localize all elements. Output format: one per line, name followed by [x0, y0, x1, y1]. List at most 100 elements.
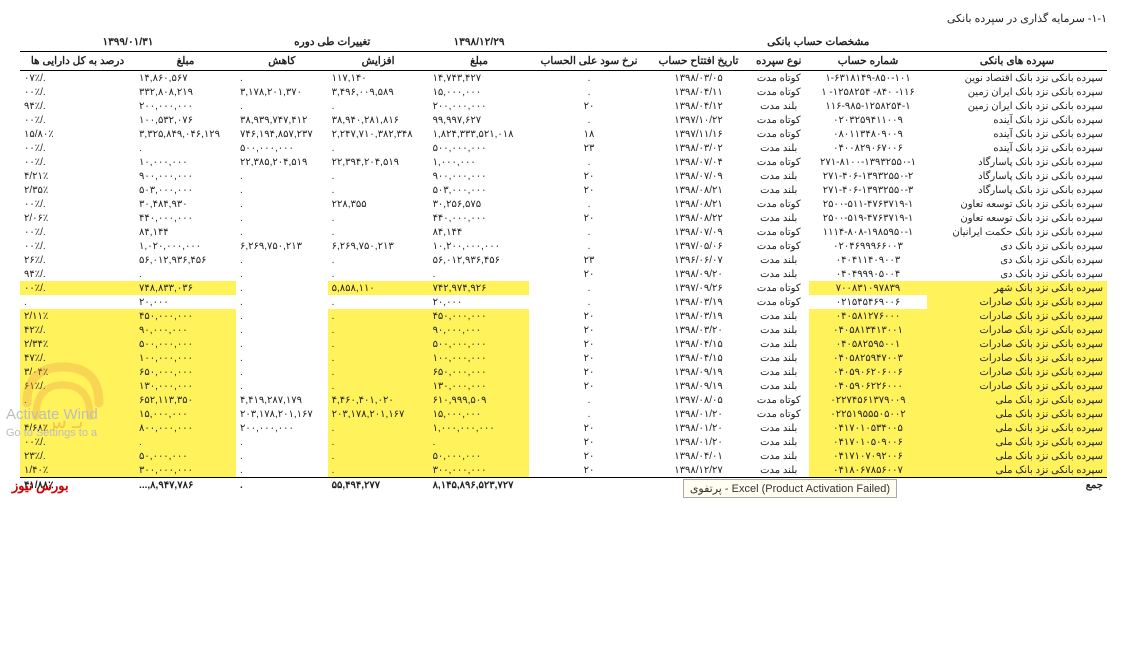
cell-increase: . [328, 463, 429, 478]
cell-open_date: ۱۳۹۸/۰۱/۲۰ [649, 407, 749, 421]
cell-amount2: ۳,۳۲۵,۸۴۹,۰۴۶,۱۲۹ [135, 127, 236, 141]
cell-increase: ۲۰۳,۱۷۸,۲۰۱,۱۶۷ [328, 407, 429, 421]
cell-pct: . [20, 393, 135, 407]
cell-increase: ۴,۴۶۰,۴۰۱,۰۲۰ [328, 393, 429, 407]
cell-pct: . [20, 407, 135, 421]
cell-account: ۰۴۱۸۰۶۷۸۵۶۰۰۷ [809, 463, 927, 478]
cell-amount1: ۱۰۰,۰۰۰,۰۰۰ [429, 351, 530, 365]
table-row: سپرده بانکی نزد بانک ملی۰۲۲۵۱۹۵۵۵۰۵۰۰۲کو… [20, 407, 1107, 421]
cell-open_date: ۱۳۹۸/۰۳/۰۵ [649, 71, 749, 86]
cell-amount2: ۲۰,۰۰۰ [135, 295, 236, 309]
cell-rate: ۲۰ [529, 99, 648, 113]
cell-type: بلند مدت [748, 183, 809, 197]
cell-pct: ./۹۴٪ [20, 99, 135, 113]
cell-increase: . [328, 323, 429, 337]
cell-rate: ۲۰ [529, 337, 648, 351]
cell-bank: سپرده بانکی نزد بانک دی [927, 253, 1107, 267]
table-row: سپرده بانکی نزد بانک آینده۰۲۰۳۲۵۹۴۱۱۰۰۹ک… [20, 113, 1107, 127]
cell-rate: ۲۰ [529, 379, 648, 393]
cell-amount1: ۷۴۲,۹۷۴,۹۲۶ [429, 281, 530, 295]
cell-type: کوتاه مدت [748, 393, 809, 407]
cell-rate: ۲۰ [529, 309, 648, 323]
cell-rate: ۲۰ [529, 169, 648, 183]
cell-account: ۰۴۰۵۸۱۳۴۱۳۰۰۱ [809, 323, 927, 337]
cell-bank: سپرده بانکی نزد بانک ملی [927, 463, 1107, 478]
table-row: سپرده بانکی نزد بانک صادرات۰۴۰۵۸۱۲۷۶۰۰۰ب… [20, 309, 1107, 323]
cell-rate: ۲۰ [529, 421, 648, 435]
cell-amount1: ۹۰,۰۰۰,۰۰۰ [429, 323, 530, 337]
cell-amount2: ۶۵۲,۱۱۳,۳۵۰ [135, 393, 236, 407]
cell-amount1: ۴۴۰,۰۰۰,۰۰۰ [429, 211, 530, 225]
cell-amount2: ۸۴,۱۴۴ [135, 225, 236, 239]
cell-type: بلند مدت [748, 435, 809, 449]
cell-type: کوتاه مدت [748, 71, 809, 86]
cell-bank: سپرده بانکی نزد بانک پاسارگاد [927, 169, 1107, 183]
cell-pct: ۳/۰۴٪ [20, 365, 135, 379]
cell-pct: ./۲۳٪ [20, 449, 135, 463]
cell-pct: ۴/۶۸٪ [20, 421, 135, 435]
cell-open_date: ۱۳۹۸/۰۴/۱۵ [649, 337, 749, 351]
cell-bank: سپرده بانکی نزد بانک صادرات [927, 351, 1107, 365]
cell-amount2: ۳۰,۴۸۴,۹۳۰ [135, 197, 236, 211]
cell-type: بلند مدت [748, 309, 809, 323]
cell-type: کوتاه مدت [748, 85, 809, 99]
cell-type: بلند مدت [748, 99, 809, 113]
cell-amount2: ۹۰,۰۰۰,۰۰۰ [135, 323, 236, 337]
table-row: سپرده بانکی نزد بانک ملی۰۴۱۷۰۱۰۵۰۹۰۰۶بلن… [20, 435, 1107, 449]
cell-increase: . [328, 337, 429, 351]
cell-decrease: . [236, 71, 328, 86]
cell-increase: . [328, 365, 429, 379]
cell-pct: ./۰۰٪ [20, 155, 135, 169]
cell-type: بلند مدت [748, 421, 809, 435]
cell-rate: ۲۰ [529, 435, 648, 449]
cell-amount1: ۱۴,۷۴۳,۴۲۷ [429, 71, 530, 86]
cell-decrease: ۷۴۶,۱۹۴,۸۵۷,۲۳۷ [236, 127, 328, 141]
table-row: سپرده بانکی نزد بانک آینده۰۴۰۰۸۲۹۰۶۷۰۰۶ب… [20, 141, 1107, 155]
cell-bank: سپرده بانکی نزد بانک صادرات [927, 379, 1107, 393]
cell-increase: . [328, 253, 429, 267]
cell-increase: . [328, 295, 429, 309]
cell-decrease: . [236, 99, 328, 113]
cell-open_date: ۱۳۹۷/۰۵/۰۶ [649, 239, 749, 253]
cell-amount2: ۴۴۰,۰۰۰,۰۰۰ [135, 211, 236, 225]
cell-type: بلند مدت [748, 211, 809, 225]
cell-type: بلند مدت [748, 253, 809, 267]
cell-bank: سپرده بانکی نزد بانک ملی [927, 449, 1107, 463]
cell-amount2: ۳۳۲,۸۰۸,۲۱۹ [135, 85, 236, 99]
cell-rate: . [529, 393, 648, 407]
th-bank: سپرده های بانکی [927, 52, 1107, 71]
cell-bank: سپرده بانکی نزد بانک آینده [927, 113, 1107, 127]
cell-account: ۰۲۰۴۶۹۹۹۶۶۰۰۳ [809, 239, 927, 253]
th-account: شماره حساب [809, 52, 927, 71]
cell-type: بلند مدت [748, 351, 809, 365]
cell-amount2: ۶۵۰,۰۰۰,۰۰۰ [135, 365, 236, 379]
cell-open_date: ۱۳۹۸/۰۳/۱۹ [649, 309, 749, 323]
cell-decrease: . [236, 295, 328, 309]
cell-open_date: ۱۳۹۸/۰۹/۲۰ [649, 267, 749, 281]
cell-type: بلند مدت [748, 267, 809, 281]
cell-increase: ۳۸,۹۴۰,۲۸۱,۸۱۶ [328, 113, 429, 127]
th-pct: درصد به کل دارایی ها [20, 52, 135, 71]
excel-tooltip: پرتفوی - Excel (Product Activation Faile… [683, 479, 897, 498]
cell-rate: . [529, 71, 648, 86]
th-group-date1: ۱۳۹۸/۱۲/۲۹ [429, 33, 530, 52]
cell-decrease: . [236, 225, 328, 239]
cell-pct: ./۴۷٪ [20, 351, 135, 365]
cell-amount1: ۵۰۰,۰۰۰,۰۰۰ [429, 337, 530, 351]
cell-amount1: ۹۰۰,۰۰۰,۰۰۰ [429, 169, 530, 183]
cell-pct: ۱/۴۰٪ [20, 463, 135, 478]
cell-amount2: ۱۰,۰۰۰,۰۰۰ [135, 155, 236, 169]
cell-pct: ./۹۴٪ [20, 267, 135, 281]
cell-amount1: ۲۰,۰۰۰ [429, 295, 530, 309]
cell-increase: ۳,۴۹۶,۰۰۹,۵۸۹ [328, 85, 429, 99]
cell-open_date: ۱۳۹۸/۰۱/۲۰ [649, 421, 749, 435]
table-row: سپرده بانکی نزد بانک توسعه تعاون۲۵۰۰-۵۱۱… [20, 197, 1107, 211]
th-type: نوع سپرده [748, 52, 809, 71]
table-row: سپرده بانکی نزد بانک پاسارگاد۲۷۱-۴۰۶-۱۳۹… [20, 169, 1107, 183]
cell-decrease: ۶,۲۶۹,۷۵۰,۲۱۳ [236, 239, 328, 253]
cell-bank: سپرده بانکی نزد بانک صادرات [927, 323, 1107, 337]
cell-increase: . [328, 183, 429, 197]
cell-decrease: . [236, 435, 328, 449]
cell-pct: ./۰۰٪ [20, 435, 135, 449]
cell-increase: ۱۱۷,۱۴۰ [328, 71, 429, 86]
